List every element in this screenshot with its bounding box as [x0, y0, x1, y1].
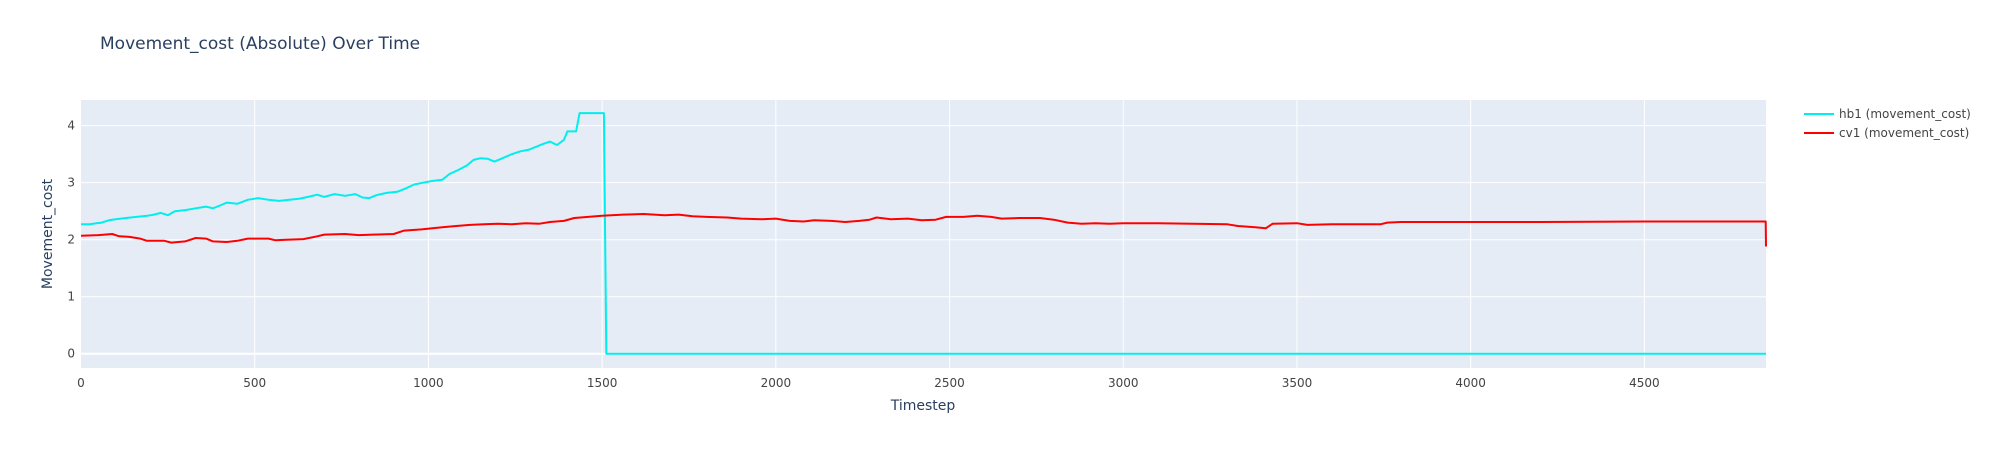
series-line-hb1: [81, 112, 1766, 355]
x-tick-label: 4000: [1455, 376, 1486, 390]
x-tick-label: 500: [243, 376, 266, 390]
y-tick-label: 3: [67, 176, 75, 190]
y-tick-labels: 0 1 2 3 4: [67, 119, 75, 361]
x-axis-title: Timestep: [890, 398, 956, 414]
y-tick-label: 2: [67, 233, 75, 247]
x-tick-label: 1000: [413, 376, 444, 390]
legend-label: hb1 (movement_cost): [1839, 107, 1971, 121]
legend: hb1 (movement_cost) cv1 (movement_cost): [1804, 107, 1971, 140]
series-line-cv1: [80, 213, 1767, 247]
x-tick-label: 2500: [934, 376, 965, 390]
y-tick-label: 1: [67, 290, 75, 304]
x-tick-label: 1500: [587, 376, 618, 390]
x-tick-label: 3500: [1282, 376, 1313, 390]
x-tick-label: 0: [77, 376, 85, 390]
x-tick-label: 4500: [1629, 376, 1660, 390]
x-tick-labels: 0 500 1000 1500 2000 2500 3000 3500 4000 4500: [77, 376, 1659, 390]
y-axis-title: Movement_cost: [40, 178, 56, 289]
y-tick-label: 0: [67, 347, 75, 361]
series-layer: [80, 112, 1767, 355]
x-tick-label: 3000: [1108, 376, 1139, 390]
y-tick-label: 4: [67, 119, 75, 133]
legend-label: cv1 (movement_cost): [1839, 126, 1969, 140]
chart-title: Movement_cost (Absolute) Over Time: [100, 34, 420, 54]
x-tick-label: 2000: [761, 376, 792, 390]
